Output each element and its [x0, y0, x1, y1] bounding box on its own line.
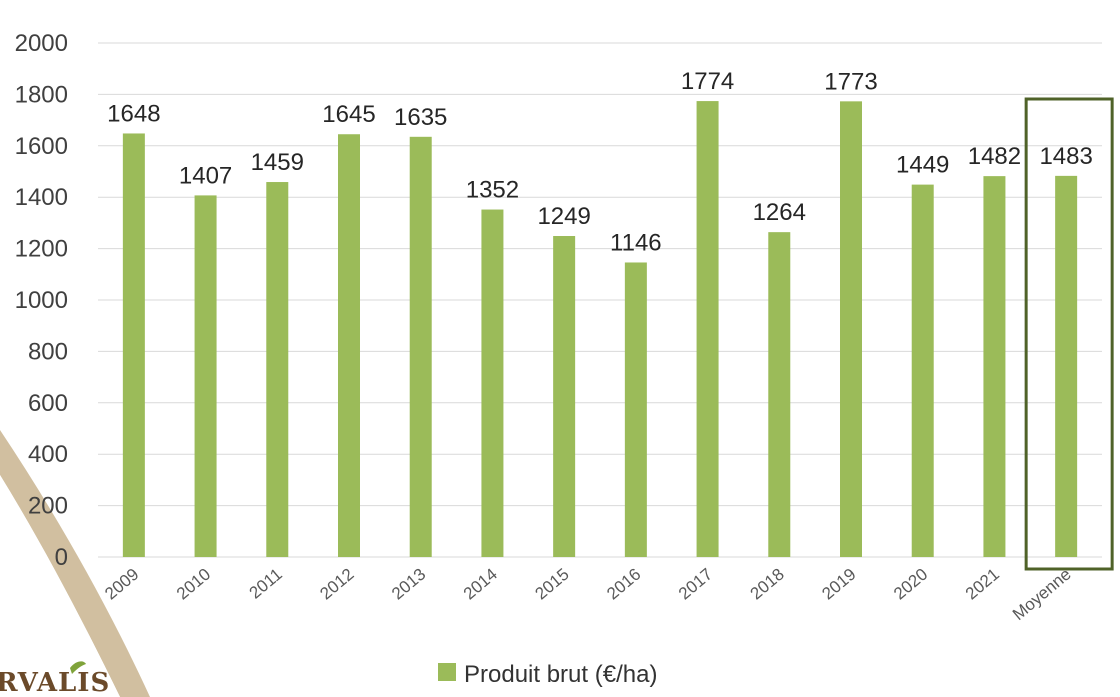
gridlines — [98, 42, 1102, 558]
x-tick-label-2014: 2014 — [460, 565, 501, 604]
x-tick-label-2016: 2016 — [603, 565, 644, 604]
bar-moyenne — [1055, 175, 1078, 557]
y-tick-label: 400 — [28, 441, 68, 468]
data-label-2013: 1635 — [394, 104, 447, 131]
data-label-2014: 1352 — [466, 177, 519, 204]
bar-2015 — [553, 236, 576, 557]
bar-2013 — [409, 136, 432, 557]
bars — [122, 101, 1078, 558]
data-labels: 1648 1407 1459 1645 1635 1352 1249 1146 1774 1264… — [107, 68, 1093, 256]
data-label-2015: 1249 — [537, 203, 590, 230]
data-label-2020: 1449 — [896, 152, 949, 179]
data-label-2017: 1774 — [681, 68, 734, 95]
logo-leaf-icon — [70, 661, 86, 674]
bar-2014 — [481, 209, 504, 557]
decorative-corner-band-inner — [0, 475, 120, 697]
x-tick-label-moyenne: Moyenne — [1009, 565, 1075, 625]
bar-2009 — [122, 133, 145, 558]
y-tick-label: 1000 — [15, 287, 68, 314]
legend: Produit brut (€/ha) — [438, 661, 657, 688]
bar-2016 — [624, 262, 647, 557]
bar-2010 — [194, 195, 217, 557]
data-label-2012: 1645 — [322, 101, 375, 128]
data-label-2021: 1482 — [968, 143, 1021, 170]
y-tick-label: 1200 — [15, 236, 68, 263]
x-tick-label-2018: 2018 — [747, 565, 788, 604]
y-tick-label: 1400 — [15, 184, 68, 211]
x-tick-label-2020: 2020 — [890, 565, 931, 604]
y-tick-label: 2000 — [15, 30, 68, 57]
logo: RVALIS — [0, 661, 110, 697]
x-tick-label-2021: 2021 — [962, 565, 1003, 604]
data-label-2018: 1264 — [753, 199, 806, 226]
y-tick-label: 800 — [28, 338, 68, 365]
y-tick-label: 200 — [28, 493, 68, 520]
x-axis-ticks: 2009 2010 2011 2012 2013 2014 2015 2016 2017 2018… — [101, 565, 1074, 625]
x-tick-label-2019: 2019 — [818, 565, 859, 604]
bar-2017 — [696, 101, 719, 557]
data-label-2019: 1773 — [824, 68, 877, 95]
legend-label: Produit brut (€/ha) — [464, 661, 657, 688]
data-label-2016: 1146 — [610, 229, 662, 256]
y-tick-label: 1600 — [15, 133, 68, 160]
average-highlight-box — [1024, 97, 1114, 571]
logo-text: RVALIS — [0, 668, 110, 697]
data-label-2011: 1459 — [251, 149, 304, 176]
legend-swatch — [438, 663, 456, 681]
data-label-2010: 1407 — [179, 162, 232, 189]
x-tick-label-2012: 2012 — [316, 565, 357, 604]
x-tick-label-2017: 2017 — [675, 565, 716, 604]
y-tick-label: 1800 — [15, 81, 68, 108]
data-label-moyenne: 1483 — [1039, 143, 1092, 170]
y-axis-ticks: 0 200 400 600 800 1000 1200 1400 1600 1800 2000 — [15, 30, 68, 571]
bar-2012 — [338, 134, 360, 558]
bar-2011 — [266, 182, 289, 558]
decorative-corner-band — [0, 430, 150, 697]
data-label-2009: 1648 — [107, 100, 160, 127]
x-tick-label-2013: 2013 — [388, 565, 429, 604]
bar-2021 — [983, 176, 1006, 557]
x-tick-label-2009: 2009 — [101, 565, 142, 604]
y-tick-label: 600 — [28, 390, 68, 417]
x-tick-label-2010: 2010 — [173, 565, 214, 604]
x-tick-label-2015: 2015 — [532, 565, 573, 604]
bar-2019 — [840, 101, 862, 558]
x-tick-label-2011: 2011 — [246, 565, 286, 603]
bar-2020 — [911, 184, 934, 557]
bar-2018 — [768, 232, 791, 558]
y-tick-label: 0 — [55, 544, 68, 571]
